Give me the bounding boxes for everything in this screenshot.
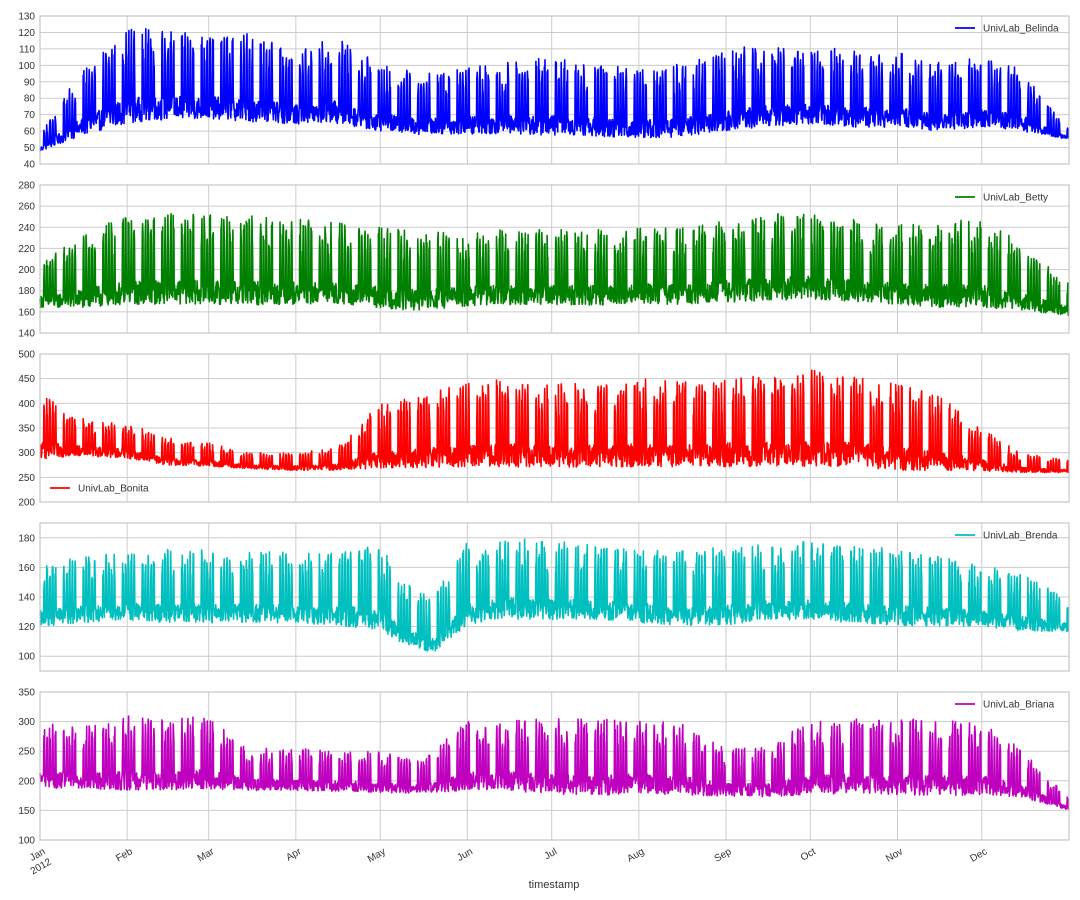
series-line-univlab-betty: [39, 212, 1070, 317]
y-tick-label: 80: [24, 94, 36, 105]
subplot-univlab-bonita: 200 250 300 350 400 450 500 UnivLab_Bonita: [18, 350, 1070, 509]
plot-frame: [39, 353, 1070, 503]
y-tick-labels: 100 150 200 250 300 350: [18, 688, 35, 847]
y-tick-label: 140: [18, 593, 35, 604]
y-tick-label: 280: [18, 181, 35, 192]
y-tick-labels: 40 50 60 70 80 90 100 110 120 130: [18, 12, 35, 171]
y-tick-label: 300: [18, 717, 35, 728]
y-tick-label: 200: [18, 498, 35, 509]
y-tick-label: 70: [24, 110, 36, 121]
gridlines: [39, 523, 1069, 671]
legend: UnivLab_Brenda: [955, 531, 1058, 542]
y-tick-label: 180: [18, 286, 35, 297]
y-tick-label: 200: [18, 776, 35, 787]
y-tick-label: 350: [18, 688, 35, 699]
subplot-univlab-brenda: 100 120 140 160 180 UnivLab_Brenda: [18, 522, 1070, 672]
subplot-panels: 40 50 60 70 80 90 100 110 120 130 UnivLab_Belinda 1…: [18, 12, 1070, 847]
legend: UnivLab_Betty: [955, 193, 1048, 204]
y-tick-label: 180: [18, 533, 35, 544]
y-tick-label: 50: [24, 143, 36, 154]
y-tick-label: 140: [18, 329, 35, 340]
y-tick-labels: 200 250 300 350 400 450 500: [18, 350, 35, 509]
series-line-univlab-bonita: [39, 369, 1070, 474]
y-tick-label: 120: [18, 622, 35, 633]
legend-label: UnivLab_Briana: [983, 700, 1055, 711]
y-tick-label: 130: [18, 12, 35, 23]
legend-label: UnivLab_Brenda: [983, 531, 1058, 542]
plot-frame: [39, 691, 1070, 841]
y-tick-label: 100: [18, 61, 35, 72]
y-tick-label: 220: [18, 244, 35, 255]
subplot-univlab-betty: 140 160 180 200 220 240 260 280 UnivLab_Betty: [18, 181, 1070, 340]
y-tick-label: 500: [18, 350, 35, 361]
y-tick-label: 250: [18, 473, 35, 484]
legend-label: UnivLab_Bonita: [78, 484, 149, 495]
y-tick-label: 100: [18, 652, 35, 663]
y-tick-label: 40: [24, 160, 36, 171]
y-tick-label: 300: [18, 448, 35, 459]
y-tick-label: 100: [18, 836, 35, 847]
y-tick-label: 450: [18, 374, 35, 385]
legend: UnivLab_Belinda: [955, 24, 1059, 35]
x-axis-label: timestamp: [529, 879, 580, 891]
legend: UnivLab_Briana: [955, 700, 1055, 711]
subplot-univlab-belinda: 40 50 60 70 80 90 100 110 120 130 UnivLab_Belinda: [18, 12, 1070, 171]
y-tick-labels: 100 120 140 160 180: [18, 533, 35, 662]
y-tick-label: 250: [18, 747, 35, 758]
series-line-univlab-belinda: [39, 28, 1070, 152]
plot-frame: [39, 522, 1070, 672]
y-tick-label: 200: [18, 265, 35, 276]
y-tick-label: 150: [18, 806, 35, 817]
legend: UnivLab_Bonita: [50, 484, 149, 495]
series-line-univlab-brenda: [39, 538, 1070, 652]
y-tick-label: 90: [24, 77, 36, 88]
y-tick-label: 60: [24, 127, 36, 138]
y-tick-label: 160: [18, 563, 35, 574]
legend-label: UnivLab_Belinda: [983, 24, 1059, 35]
y-tick-label: 120: [18, 28, 35, 39]
y-tick-label: 110: [19, 44, 35, 55]
y-tick-label: 240: [18, 223, 35, 234]
legend-label: UnivLab_Betty: [983, 193, 1048, 204]
subplot-univlab-briana: 100 150 200 250 300 350 UnivLab_Briana: [18, 688, 1070, 847]
y-tick-label: 400: [18, 399, 35, 410]
y-tick-label: 260: [18, 202, 35, 213]
plot-frame: [39, 15, 1070, 165]
y-tick-label: 160: [18, 307, 35, 318]
series-line-univlab-briana: [39, 715, 1070, 810]
plot-frame: [39, 184, 1070, 334]
y-tick-labels: 140 160 180 200 220 240 260 280: [18, 181, 35, 340]
y-tick-label: 350: [18, 424, 35, 435]
